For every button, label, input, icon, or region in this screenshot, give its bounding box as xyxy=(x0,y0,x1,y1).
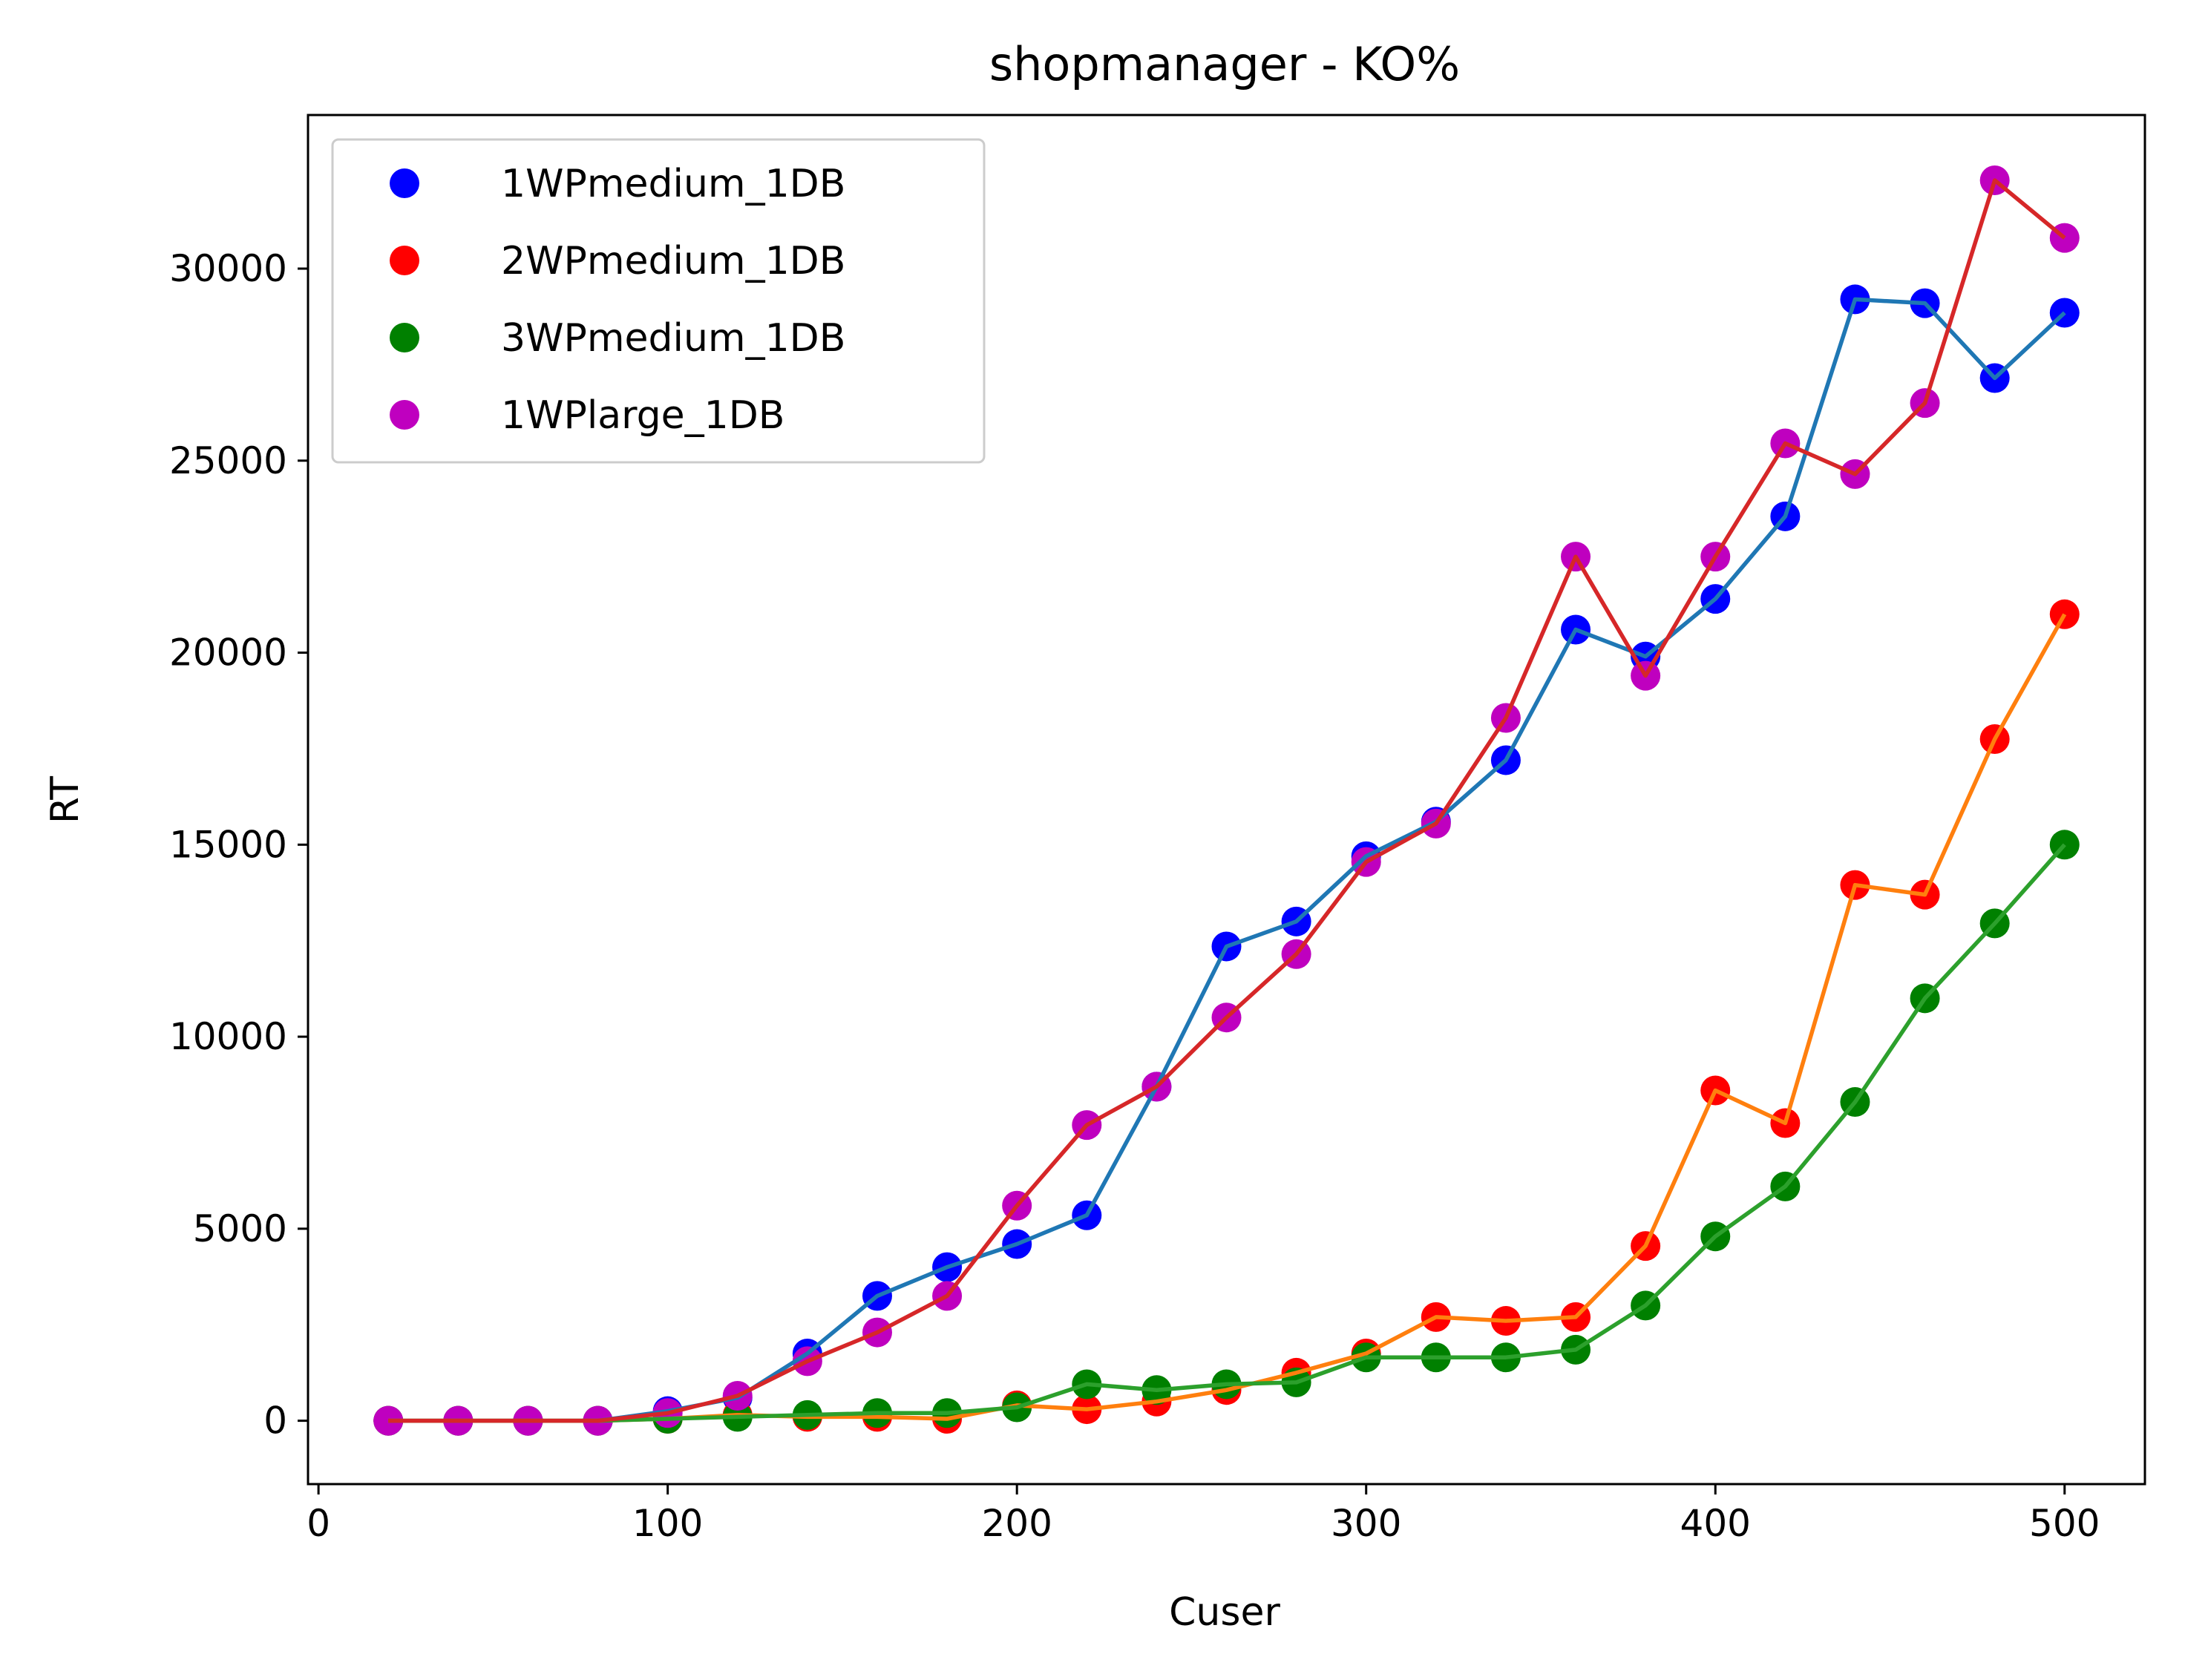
legend-marker xyxy=(390,246,419,275)
legend: 1WPmedium_1DB 2WPmedium_1DB 3WPmedium_1DB 1… xyxy=(331,138,986,464)
y-tick-label: 5000 xyxy=(193,1207,287,1250)
legend-label: 1WPlarge_1DB xyxy=(501,393,784,438)
y-tick-label: 10000 xyxy=(169,1015,287,1058)
legend-marker xyxy=(390,168,419,198)
legend-marker xyxy=(390,323,419,352)
legend-label: 3WPmedium_1DB xyxy=(501,316,845,361)
y-tick-label: 30000 xyxy=(169,247,287,290)
x-tick-label: 100 xyxy=(632,1502,703,1545)
y-tick-label: 15000 xyxy=(169,823,287,866)
x-tick-label: 400 xyxy=(1680,1502,1751,1545)
y-tick-label: 25000 xyxy=(169,439,287,482)
x-tick-label: 500 xyxy=(2029,1502,2100,1545)
legend-label: 2WPmedium_1DB xyxy=(501,239,845,283)
legend-label: 1WPmedium_1DB xyxy=(501,162,845,206)
y-tick-label: 20000 xyxy=(169,631,287,675)
x-tick-label: 200 xyxy=(981,1502,1052,1545)
axes-frame xyxy=(307,114,2146,1486)
y-tick-label: 0 xyxy=(263,1400,287,1443)
x-axis-label: Cuser xyxy=(1169,1590,1280,1635)
y-axis-label: RT xyxy=(43,776,88,824)
series-line xyxy=(388,843,2066,1423)
chart-title: shopmanager - KO% xyxy=(989,37,1460,91)
x-tick-label: 0 xyxy=(307,1502,330,1545)
x-tick-label: 300 xyxy=(1331,1502,1401,1545)
series-line xyxy=(388,178,2066,1423)
legend-marker xyxy=(390,400,419,430)
plot-area xyxy=(373,165,2080,1436)
legend-box xyxy=(331,138,986,464)
